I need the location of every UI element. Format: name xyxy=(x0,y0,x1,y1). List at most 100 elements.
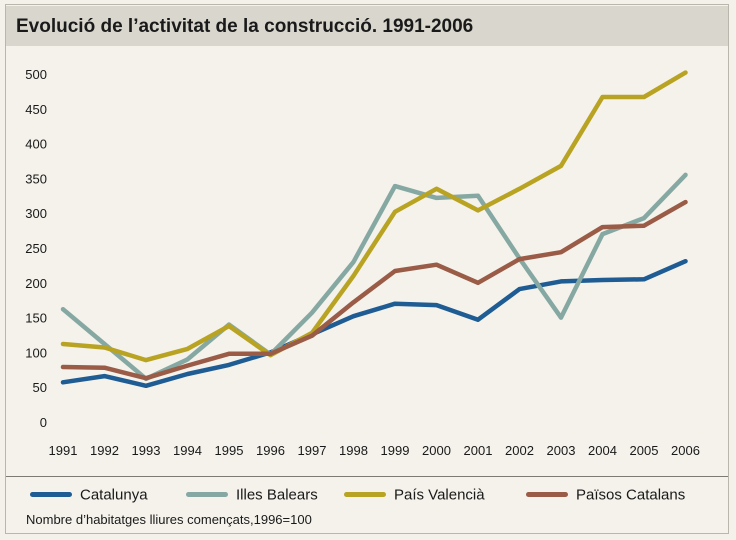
data-point xyxy=(227,323,231,328)
data-point xyxy=(61,342,65,347)
y-tick-label: 200 xyxy=(25,276,47,291)
x-tick-label: 2001 xyxy=(464,443,493,458)
data-point xyxy=(185,363,190,368)
data-point xyxy=(185,371,190,376)
data-point xyxy=(351,273,356,278)
x-tick-label: 1999 xyxy=(381,443,410,458)
data-point xyxy=(185,357,190,362)
data-point xyxy=(61,380,65,385)
data-point xyxy=(642,216,646,221)
legend-label-paisos-catalans: Països Catalans xyxy=(576,486,686,504)
legend-item-pais-valencia: País Valencià xyxy=(344,486,485,504)
x-tick-label: 1995 xyxy=(215,443,244,458)
data-point xyxy=(600,94,605,99)
y-tick-label: 50 xyxy=(33,380,47,395)
legend-swatch-illes-balears xyxy=(186,492,228,498)
x-tick-label: 1996 xyxy=(256,443,285,458)
y-tick-label: 400 xyxy=(25,137,47,152)
legend-label-catalunya: Catalunya xyxy=(80,486,148,504)
data-point xyxy=(102,342,107,347)
data-point xyxy=(393,301,397,306)
data-point xyxy=(683,259,688,264)
legend-swatch-pais-valencia xyxy=(344,492,386,498)
data-point xyxy=(559,250,563,255)
legend-label-illes-balears: Illes Balears xyxy=(236,486,318,504)
data-point xyxy=(476,208,480,213)
y-tick-label: 150 xyxy=(25,311,47,326)
x-tick-label: 2006 xyxy=(671,443,700,458)
data-point xyxy=(476,193,480,198)
data-point xyxy=(310,333,314,338)
data-point xyxy=(600,225,605,230)
data-point xyxy=(310,310,314,315)
x-axis: 1991 1992 1993 1994 1995 1996 1997 1998 1999 2000… xyxy=(49,443,700,458)
y-tick-label: 300 xyxy=(25,206,47,221)
data-point xyxy=(476,317,480,322)
data-point xyxy=(268,351,273,356)
data-point xyxy=(144,383,148,388)
x-tick-label: 2005 xyxy=(630,443,659,458)
legend-label-pais-valencia: País Valencià xyxy=(394,486,485,504)
data-point xyxy=(102,365,107,370)
legend-item-paisos-catalans: Països Catalans xyxy=(526,486,685,504)
x-tick-label: 1994 xyxy=(173,443,202,458)
data-point xyxy=(600,232,605,237)
y-tick-label: 0 xyxy=(40,415,47,430)
data-point xyxy=(351,314,356,319)
series-line-pa-s-valenci- xyxy=(60,70,688,363)
y-tick-label: 500 xyxy=(25,67,47,82)
data-point xyxy=(185,346,190,351)
data-point xyxy=(61,365,65,370)
data-point xyxy=(517,287,522,292)
x-tick-label: 1991 xyxy=(49,443,78,458)
legend-item-illes-balears: Illes Balears xyxy=(186,486,318,504)
x-tick-label: 2002 xyxy=(505,443,534,458)
data-point xyxy=(393,209,397,214)
data-point xyxy=(351,300,356,305)
data-point xyxy=(102,374,107,379)
data-point xyxy=(434,195,439,200)
chart-note: Nombre d’habitatges lliures començats,19… xyxy=(26,512,312,527)
data-point xyxy=(642,223,646,228)
data-point xyxy=(434,262,439,267)
data-point xyxy=(144,376,148,381)
series-line-pa-sos-catalans xyxy=(60,199,688,381)
chart-frame xyxy=(5,4,729,534)
series-lines xyxy=(60,70,688,389)
series-line-catalunya xyxy=(60,258,688,389)
data-point xyxy=(102,345,107,350)
data-point xyxy=(559,163,563,168)
chart-title: Evolució de l’activitat de la construcci… xyxy=(16,16,474,37)
x-tick-label: 1992 xyxy=(90,443,119,458)
legend-swatch-paisos-catalans xyxy=(526,492,568,498)
legend-item-catalunya: Catalunya xyxy=(30,486,148,504)
x-tick-label: 1993 xyxy=(132,443,161,458)
data-point xyxy=(517,186,522,191)
data-point xyxy=(227,362,231,367)
data-point xyxy=(393,268,397,273)
data-point xyxy=(642,94,646,99)
data-point xyxy=(434,186,439,191)
data-point xyxy=(144,358,148,363)
series-line-illes-balears xyxy=(60,172,688,382)
y-axis: 0 50 100 150 200 250 300 350 400 450 500 xyxy=(25,67,47,430)
data-point xyxy=(559,315,563,320)
data-point xyxy=(393,184,397,189)
y-tick-label: 100 xyxy=(25,345,47,360)
x-tick-label: 2003 xyxy=(547,443,576,458)
data-point xyxy=(683,172,688,177)
x-tick-label: 2000 xyxy=(422,443,451,458)
data-point xyxy=(559,279,563,284)
title-bar: Evolució de l’activitat de la construcci… xyxy=(6,6,728,46)
y-tick-label: 450 xyxy=(25,102,47,117)
data-point xyxy=(434,303,439,308)
data-point xyxy=(351,259,356,264)
data-point xyxy=(683,200,688,205)
x-tick-label: 1997 xyxy=(298,443,327,458)
data-point xyxy=(642,277,646,282)
data-point xyxy=(683,70,688,75)
legend-swatch-catalunya xyxy=(30,492,72,498)
x-tick-label: 2004 xyxy=(588,443,617,458)
y-tick-label: 350 xyxy=(25,171,47,186)
